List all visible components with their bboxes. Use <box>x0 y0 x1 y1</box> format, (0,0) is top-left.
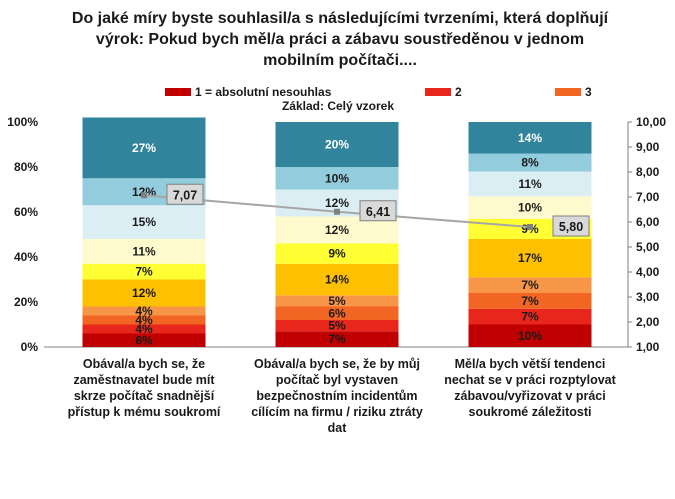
y-right-tick-label: 2,00 <box>636 315 660 329</box>
bar-segment <box>82 263 206 280</box>
mean-label-box <box>166 183 204 205</box>
data-label: 4% <box>135 322 153 336</box>
y-right-tick-label: 1,00 <box>636 340 660 354</box>
bar-segment <box>468 153 592 172</box>
data-label: 14% <box>325 273 349 287</box>
legend-entry: 2 <box>455 85 462 99</box>
data-label: 6% <box>328 306 346 320</box>
bar-segment <box>82 239 206 264</box>
legend-swatch <box>165 88 191 96</box>
y-left-tick-label: 0% <box>21 340 39 354</box>
data-label: 7% <box>521 278 539 292</box>
data-label: 7% <box>521 294 539 308</box>
bar-segment <box>275 122 399 167</box>
mean-value-label: 5,80 <box>559 220 583 234</box>
y-right-tick-label: 6,00 <box>636 215 660 229</box>
bar-segment <box>275 295 399 307</box>
y-right-tick-label: 3,00 <box>636 290 660 304</box>
bar-segment <box>468 277 592 293</box>
legend-swatch <box>425 88 451 96</box>
bar-segment <box>468 324 592 347</box>
legend: 1 = absolutní nesouhlas 2 3 <box>165 85 592 99</box>
data-label: 12% <box>325 223 349 237</box>
bar-segment <box>468 293 592 309</box>
mean-label-box <box>359 200 397 222</box>
bar-segment <box>82 315 206 325</box>
y-right-tick-label: 10,00 <box>636 115 666 129</box>
chart-subtitle: Základ: Celý vzorek <box>282 99 394 113</box>
legend-entry: 3 <box>585 85 592 99</box>
x-category-label: Obával/a bych se, že zaměstnavatel bude … <box>67 357 221 419</box>
bar-segment <box>468 122 592 154</box>
mean-value-label: 7,07 <box>173 188 197 202</box>
data-label: 7% <box>328 332 346 346</box>
y-left-tick-label: 100% <box>7 115 38 129</box>
y-left-tick-label: 20% <box>14 295 38 309</box>
bar-segment <box>275 331 399 347</box>
bar-segment <box>82 306 206 316</box>
y-left-tick-label: 60% <box>14 205 38 219</box>
data-label: 11% <box>132 244 156 258</box>
data-label: 4% <box>135 313 153 327</box>
bar-segment <box>468 308 592 325</box>
mean-label-box <box>552 215 590 237</box>
y-axis-right: 1,00 2,00 3,00 4,00 5,00 6,00 7,00 8,00 9,00 10,0… <box>627 115 666 354</box>
bar-segment <box>275 167 399 190</box>
bar-segment <box>82 205 206 239</box>
data-label: 14% <box>518 131 542 145</box>
bar-segment <box>468 196 592 219</box>
data-label: 7% <box>521 310 539 324</box>
x-category-label: Obával/a bych se, že by můj počítač byl … <box>251 357 423 435</box>
data-label: 27% <box>132 141 156 155</box>
data-label: 12% <box>132 286 156 300</box>
data-label: 8% <box>521 156 539 170</box>
data-label: 10% <box>325 171 349 185</box>
data-label: 12% <box>325 196 349 210</box>
data-label: 15% <box>132 215 156 229</box>
data-label: 10% <box>518 329 542 343</box>
legend-entry: 1 = absolutní nesouhlas <box>195 85 332 99</box>
y-right-tick-label: 5,00 <box>636 240 660 254</box>
data-label: 5% <box>328 294 346 308</box>
mean-marker <box>527 224 533 230</box>
bar-segment <box>468 171 592 197</box>
data-label: 11% <box>518 177 542 191</box>
y-left-tick-label: 80% <box>14 160 38 174</box>
bar-segment <box>275 263 399 296</box>
bar-segment <box>82 279 206 307</box>
data-label: 17% <box>518 251 542 265</box>
bar-segment <box>275 243 399 264</box>
y-right-tick-label: 9,00 <box>636 140 660 154</box>
bars: 6%4%4%4%12%7%11%15%12%27%7%5%6%5%14%9%12… <box>82 117 592 347</box>
y-right-tick-label: 8,00 <box>636 165 660 179</box>
bar-segment <box>82 117 206 179</box>
mean-marker <box>334 208 340 215</box>
bar-segment <box>468 239 592 278</box>
data-label: 6% <box>135 333 153 347</box>
data-label: 20% <box>325 138 349 152</box>
y-left-tick-label: 40% <box>14 250 38 264</box>
x-category-label: Měl/a bych větší tendenci nechat se v pr… <box>444 357 616 419</box>
mean-value-label: 6,41 <box>366 205 390 219</box>
mean-line: 7,07 6,41 5,80 <box>141 183 590 237</box>
y-right-tick-label: 4,00 <box>636 265 660 279</box>
data-label: 4% <box>135 304 153 318</box>
mean-marker <box>141 192 147 199</box>
legend-swatch <box>555 88 581 96</box>
data-label: 7% <box>135 265 153 279</box>
bar-segment <box>275 320 399 332</box>
bar-segment <box>82 324 206 334</box>
chart-title: Do jaké míry byste souhlasil/a s následu… <box>71 10 609 69</box>
data-label: 10% <box>518 201 542 215</box>
bar-segment <box>275 306 399 320</box>
data-label: 5% <box>328 319 346 333</box>
y-right-tick-label: 7,00 <box>636 190 660 204</box>
y-axis-left: 0% 20% 40% 60% 80% 100% <box>7 115 38 354</box>
bar-segment <box>82 333 206 347</box>
data-label: 9% <box>328 247 346 261</box>
